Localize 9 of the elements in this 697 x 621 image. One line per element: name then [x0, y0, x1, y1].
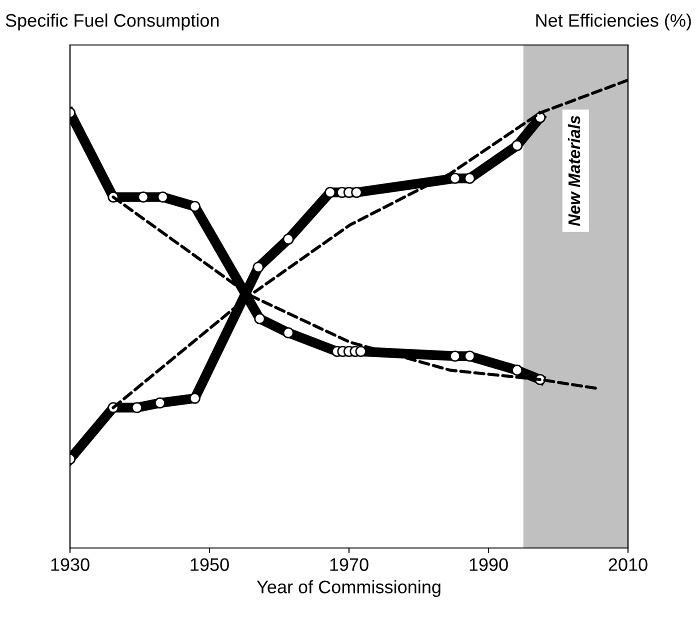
- x-tick-label: 1970: [330, 558, 368, 571]
- x-axis-title: Year of Commissioning: [256, 580, 440, 597]
- x-tick-label: 2010: [608, 558, 648, 571]
- y-axis-title: Specific Fuel Consumption: [6, 14, 219, 30]
- x-tick-label: 1930: [51, 558, 90, 571]
- band-label: New Materials: [568, 116, 580, 226]
- x-tick-label: 1950: [190, 558, 229, 571]
- x-tick-label: 1990: [470, 558, 508, 571]
- y2-axis-title: Net Efficiencies (%): [536, 14, 691, 30]
